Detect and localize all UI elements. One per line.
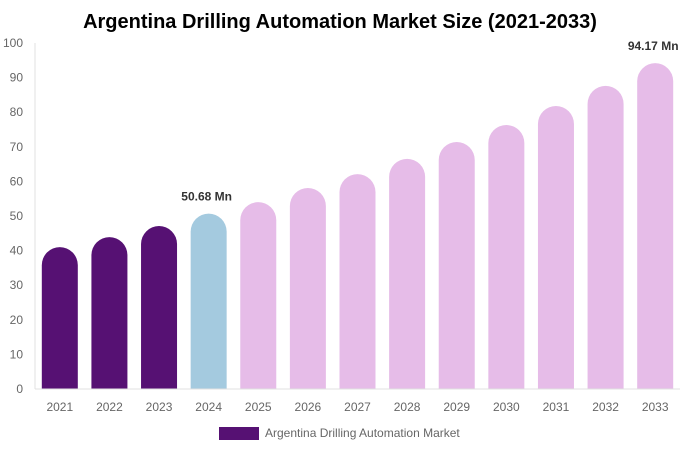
y-tick-label: 30 [10,278,24,292]
legend[interactable]: Argentina Drilling Automation Market [219,426,460,440]
y-tick-label: 70 [10,140,24,154]
legend-label: Argentina Drilling Automation Market [265,426,460,440]
x-tick-label: 2033 [642,400,669,414]
bar-2026[interactable] [289,187,326,389]
y-tick-label: 60 [10,174,24,188]
y-tick-label: 100 [3,36,23,50]
bar-2029[interactable] [438,141,475,389]
y-axis: 0 10 20 30 40 50 60 70 80 90 100 [3,36,36,396]
x-tick-label: 2026 [295,400,322,414]
x-tick-label: 2023 [146,400,173,414]
bar-2027[interactable] [339,174,376,389]
x-tick-label: 2025 [245,400,272,414]
bar-2030[interactable] [488,125,525,390]
x-tick-label: 2029 [443,400,470,414]
bar-2023[interactable] [141,226,178,389]
y-tick-label: 10 [10,347,24,361]
legend-swatch [219,427,259,440]
x-tick-label: 2024 [195,400,222,414]
bar-2024[interactable] [190,213,227,389]
data-labels: 50.68 Mn 94.17 Mn [181,39,678,203]
y-tick-label: 80 [10,105,24,119]
x-tick-label: 2027 [344,400,371,414]
x-tick-label: 2021 [46,400,73,414]
bar-2028[interactable] [389,158,426,389]
x-tick-label: 2028 [394,400,421,414]
y-tick-label: 20 [10,313,24,327]
x-tick-label: 2030 [493,400,520,414]
y-tick-label: 50 [10,209,24,223]
bar-2032[interactable] [587,85,624,390]
bar-2025[interactable] [240,202,277,389]
bar-2033[interactable] [637,63,674,389]
x-tick-label: 2031 [543,400,570,414]
bar-2022[interactable] [91,237,128,389]
x-tick-label: 2022 [96,400,123,414]
chart-title: Argentina Drilling Automation Market Siz… [83,11,597,33]
bar-2021[interactable] [41,247,78,389]
x-tick-label: 2032 [592,400,619,414]
bars [41,63,674,390]
y-tick-label: 40 [10,244,24,258]
y-tick-label: 0 [16,382,23,396]
y-tick-label: 90 [10,71,24,85]
data-label-2033: 94.17 Mn [628,39,679,53]
x-axis: 2021 2022 2023 2024 2025 2026 2027 2028 2029 2030… [35,388,680,414]
bar-2031[interactable] [537,105,574,390]
data-label-2024: 50.68 Mn [181,190,232,204]
